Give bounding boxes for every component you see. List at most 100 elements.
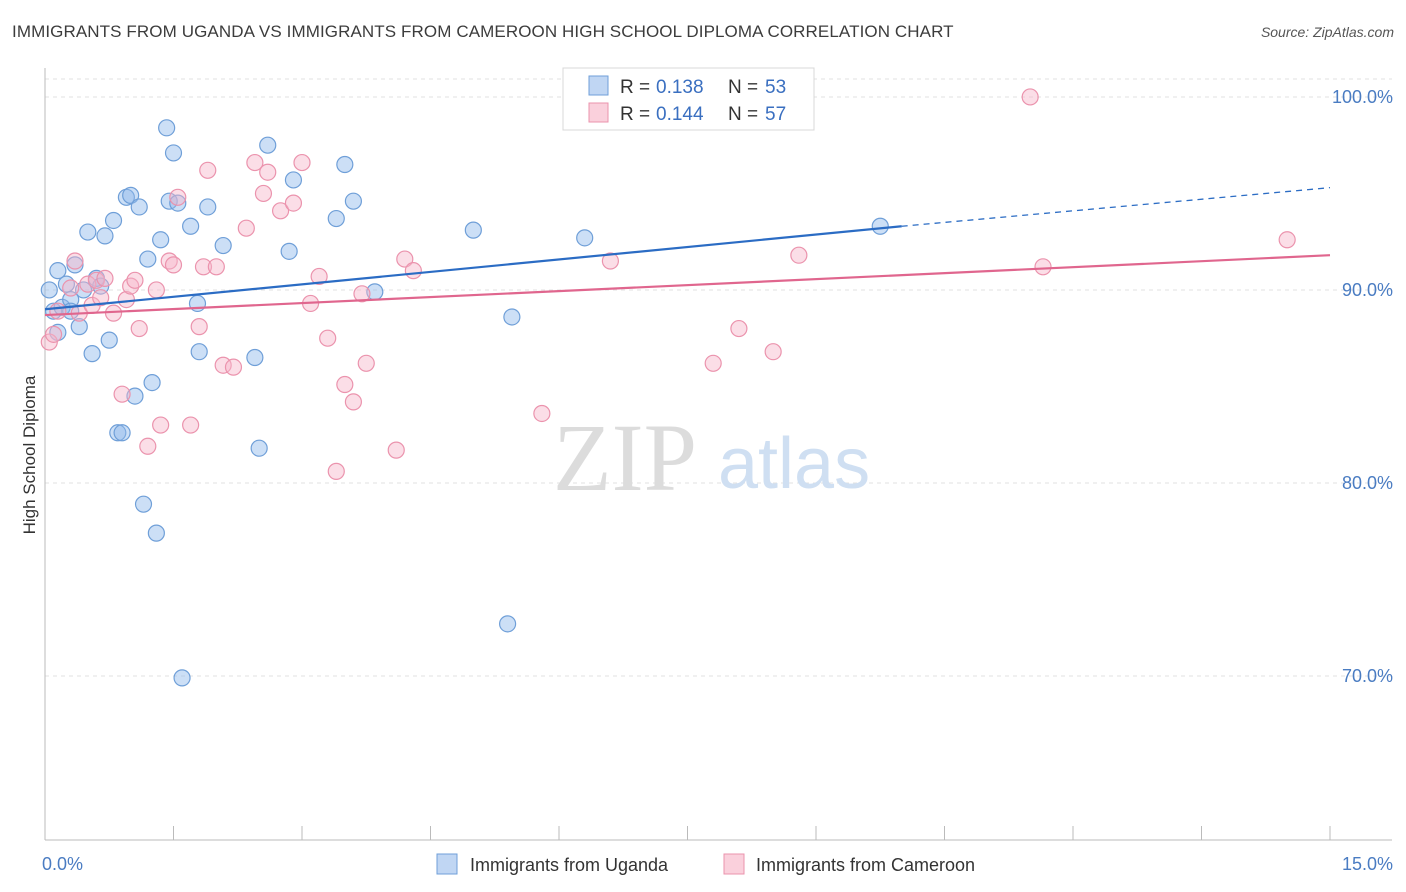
point-1-26 — [199, 161, 217, 179]
point-1-23 — [182, 416, 200, 434]
point-1-9 — [92, 289, 110, 307]
point-0-17 — [113, 424, 131, 442]
point-1-51 — [730, 319, 748, 338]
legend-label-uganda: Immigrants from Uganda — [470, 855, 669, 875]
point-0-0 — [40, 281, 58, 299]
point-0-25 — [152, 231, 170, 249]
point-1-24 — [190, 318, 208, 336]
stats-box: R = 0.138 N = 53 R = 0.144 N = 57 — [562, 67, 815, 131]
point-0-10 — [83, 345, 101, 363]
point-0-47 — [503, 308, 521, 326]
point-1-36 — [293, 153, 311, 172]
point-1-32 — [254, 184, 273, 203]
legend-label-cameroon: Immigrants from Cameroon — [756, 855, 975, 875]
point-1-38 — [310, 267, 328, 286]
point-0-45 — [464, 221, 482, 239]
point-0-14 — [100, 331, 118, 349]
y-tick-labels: 100.0% 90.0% 80.0% 70.0% — [1332, 87, 1393, 686]
point-1-45 — [387, 441, 405, 459]
point-1-12 — [113, 385, 131, 403]
point-1-15 — [126, 271, 144, 289]
stats-n-value-uganda: 53 — [765, 77, 786, 98]
point-1-48 — [533, 404, 551, 423]
stats-swatch-uganda — [588, 75, 609, 96]
axes — [44, 68, 1392, 841]
point-1-27 — [207, 258, 225, 276]
watermark-zip: ZIP — [553, 404, 697, 511]
source-label: Source: ZipAtlas.com — [1260, 24, 1394, 40]
point-0-2 — [49, 262, 67, 280]
y-tick-label-0: 100.0% — [1332, 87, 1393, 107]
point-0-6 — [66, 256, 84, 274]
point-1-31 — [246, 153, 264, 172]
point-1-3 — [62, 279, 80, 297]
point-0-16 — [109, 424, 127, 442]
point-1-44 — [357, 354, 375, 372]
stats-n-value-cameroon: 57 — [765, 104, 786, 125]
trend-line-0 — [44, 225, 902, 311]
watermark-atlas: atlas — [718, 424, 870, 504]
y-tick-label-2: 80.0% — [1342, 473, 1393, 493]
point-0-31 — [182, 217, 200, 235]
point-1-39 — [319, 329, 337, 347]
point-1-56 — [1278, 231, 1296, 249]
point-0-22 — [139, 250, 157, 268]
stats-n-label-cameroon: N = — [728, 104, 758, 125]
point-1-35 — [284, 194, 303, 212]
point-0-28 — [164, 144, 183, 162]
watermark: ZIP atlas — [553, 404, 870, 511]
point-1-28 — [214, 356, 232, 374]
point-1-34 — [271, 202, 290, 220]
point-0-39 — [280, 242, 298, 260]
point-0-37 — [250, 439, 268, 457]
point-1-25 — [194, 258, 213, 276]
point-1-1 — [44, 325, 63, 343]
point-0-49 — [871, 217, 889, 235]
stats-swatch-cameroon — [588, 102, 609, 123]
point-1-46 — [396, 250, 414, 268]
y-axis-title: High School Diploma — [20, 375, 39, 534]
y-tick-label-1: 90.0% — [1342, 280, 1393, 300]
x-tick-label-1: 15.0% — [1342, 854, 1393, 874]
point-0-9 — [79, 223, 97, 241]
point-1-2 — [49, 302, 67, 320]
point-1-54 — [1021, 88, 1039, 106]
point-0-38 — [259, 136, 277, 154]
point-1-29 — [224, 358, 243, 376]
stats-r-label-cameroon: R = — [620, 104, 650, 125]
point-1-18 — [147, 281, 165, 299]
point-1-6 — [79, 275, 97, 293]
stats-r-label-uganda: R = — [620, 77, 650, 98]
legend: Immigrants from Uganda Immigrants from C… — [436, 853, 975, 875]
point-1-41 — [336, 375, 354, 394]
point-1-40 — [327, 462, 345, 480]
point-0-43 — [344, 192, 362, 210]
point-1-43 — [353, 285, 371, 303]
point-0-21 — [134, 495, 153, 513]
point-0-30 — [173, 669, 191, 687]
point-1-4 — [66, 252, 84, 270]
point-1-52 — [764, 343, 782, 361]
y-tick-label-3: 70.0% — [1342, 666, 1393, 686]
x-tick-labels: 0.0% 15.0% — [42, 854, 1393, 874]
point-0-36 — [246, 348, 264, 367]
point-1-19 — [152, 416, 170, 434]
point-0-48 — [576, 229, 594, 247]
legend-swatch-cameroon — [723, 853, 745, 875]
trend-line-1 — [44, 254, 1331, 317]
point-1-10 — [96, 269, 114, 287]
point-0-42 — [336, 155, 354, 174]
point-1-47 — [404, 262, 422, 280]
point-1-53 — [790, 246, 808, 264]
point-0-29 — [169, 194, 187, 212]
point-0-24 — [147, 524, 165, 542]
point-0-33 — [190, 343, 208, 361]
gridlines — [45, 78, 1392, 677]
point-0-20 — [130, 198, 148, 216]
point-0-23 — [143, 373, 161, 392]
chart-title: IMMIGRANTS FROM UGANDA VS IMMIGRANTS FRO… — [12, 22, 954, 41]
point-1-17 — [139, 437, 157, 455]
point-0-50 — [126, 387, 144, 405]
point-0-46 — [499, 615, 517, 633]
